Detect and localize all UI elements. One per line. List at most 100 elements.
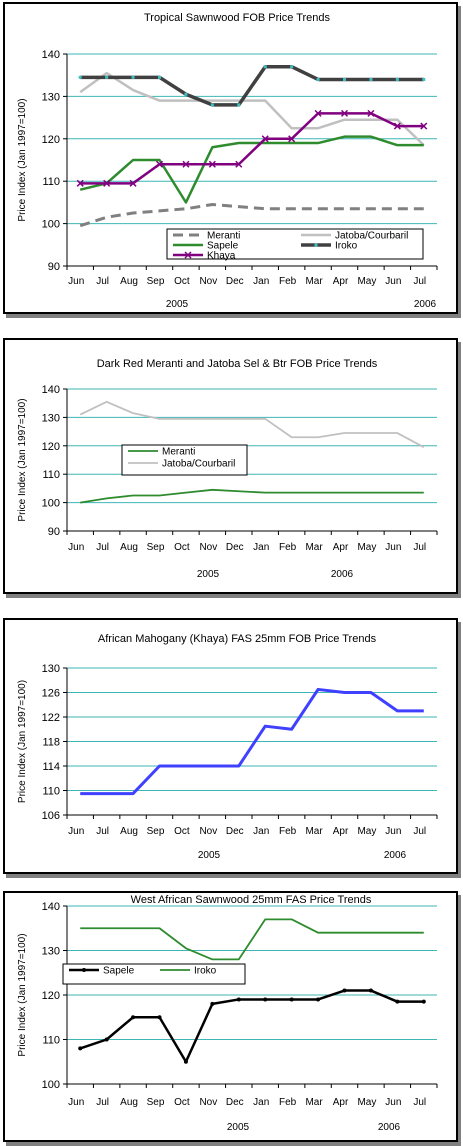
y-axis-label: Price Index (Jan 1997=100) [17,398,28,521]
data-point-mark [420,122,428,130]
legend: Meranti Jatoba/Courbaril Sapele Iroko Khaya [166,228,424,262]
data-point-iroko [78,75,82,79]
data-point-khaya [261,135,269,143]
x-tick-label-apr: Apr [333,826,349,837]
chart-panel-meranti-jatoba: Dark Red Meranti and Jatoba Sel & Btr FO… [3,338,458,594]
chart-panel-west-african: West African Sawnwood 25mm FAS Price Tre… [3,891,458,1142]
y-tick-label: 90 [48,526,60,538]
x-tick-label-jan: Jan [253,826,269,837]
x-tick-label-jun: Jun [68,1097,84,1108]
data-point-mark [103,179,111,187]
x-tick-label-sep: Sep [147,276,165,287]
data-point-iroko [290,65,294,69]
y-tick-label: 140 [42,901,60,913]
y-tick-label: 140 [42,384,60,396]
x-tick-label-oct: Oct [174,276,190,287]
data-point-khaya [288,135,296,143]
x-tick-label-oct: Oct [174,826,190,837]
x-tick-label-feb: Feb [279,276,297,287]
data-point-mark [182,160,190,168]
data-point-sapele [421,999,426,1004]
data-point-sapele [316,997,321,1002]
data-point-sapele [183,1059,188,1064]
data-point-sapele [289,997,294,1002]
chart-panel-khaya: African Mahogany (Khaya) FAS 25mm FOB Pr… [3,618,458,874]
x-tick-label-may: May [357,826,376,837]
x-tick-label-sep: Sep [147,1097,165,1108]
chart-panel-tropical: Tropical Sawnwood FOB Price Trends 90 100 1… [3,2,458,314]
x-tick-label-jul: Jul [96,542,109,553]
x-tick-label-mar: Mar [305,542,323,553]
x-tick-label-jan: Jan [253,1097,269,1108]
data-point-khaya [129,179,137,187]
series-line-khaya [80,112,424,185]
series-line-jatoba-courbaril [79,400,425,449]
x-tick-label-jun: Jun [68,542,84,553]
y-tick-label: 110 [42,786,60,798]
data-point-khaya [314,109,322,117]
data-point-iroko [184,92,188,96]
legend-label-meranti: Meranti [162,447,195,458]
x-tick-label-feb: Feb [279,1097,297,1108]
y-axis-label: Price Index (Jan 1997=100) [17,98,28,221]
x-tick-label-dec: Dec [226,1097,244,1108]
data-point-sapele [131,1015,136,1020]
legend-label-iroko: Iroko [335,241,358,252]
chart-title: Dark Red Meranti and Jatoba Sel & Btr FO… [97,358,378,370]
legend-label-iroko: Iroko [194,966,217,977]
data-point-sapele [263,997,268,1002]
y-tick-label: 120 [42,990,60,1002]
chart-title: African Mahogany (Khaya) FAS 25mm FOB Pr… [98,633,377,645]
data-point-khaya [340,109,349,117]
data-point-iroko [131,75,135,79]
data-point-mark [129,179,137,187]
data-point-mark [261,135,269,143]
legend-marker [314,243,318,247]
data-point-khaya [155,160,164,168]
data-point-iroko [158,75,161,79]
legend-marker [184,251,192,259]
x-tick-label-sep: Sep [147,826,165,837]
x-tick-label-aug: Aug [120,276,138,287]
x-tick-label-nov: Nov [199,276,217,287]
y-tick-label: 140 [42,49,60,61]
year-label: 2006 [331,569,354,580]
series-line-series [80,687,424,796]
x-tick-label-mar: Mar [305,826,323,837]
x-tick-label-jun: Jun [68,276,84,287]
data-point-mark [155,160,164,168]
x-tick-label-sep: Sep [147,542,165,553]
x-tick-label-apr: Apr [333,542,349,553]
data-point-khaya [235,160,243,168]
data-point-sapele [157,1015,162,1020]
y-tick-label: 100 [42,498,60,510]
data-point-sapele [395,999,400,1004]
tropical-sawnwood-chart: Tropical Sawnwood FOB Price Trends 90 100 1… [17,12,438,310]
data-point-iroko [263,65,267,69]
data-point-khaya [208,160,216,168]
y-tick-label: 130 [42,946,60,958]
legend-label-sapele: Sapele [207,241,239,252]
x-tick-label-dec: Dec [226,276,244,287]
y-tick-label: 90 [48,261,60,273]
x-tick-label-jul: Jul [96,1097,109,1108]
y-tick-label: 122 [42,712,60,724]
x-tick-label-mar: Mar [305,276,323,287]
data-point-sapele [368,988,373,993]
x-tick-label-may: May [357,1097,376,1108]
x-tick-label-aug: Aug [120,1097,138,1108]
y-tick-label: 100 [42,1079,60,1091]
x-tick-label-dec: Dec [226,542,244,553]
legend: Sapele Iroko [62,963,246,985]
y-tick-label: 110 [42,1035,60,1047]
x-tick-label-nov: Nov [199,826,217,837]
data-point-mark [367,109,375,117]
data-point-iroko [105,75,109,79]
x-tick-label-apr: Apr [333,1097,349,1108]
year-label: 2005 [227,1122,250,1133]
y-tick-label: 114 [42,761,60,773]
data-point-khaya [103,179,111,187]
data-point-sapele [104,1037,109,1042]
chart-title: West African Sawnwood 25mm FAS Price Tre… [131,894,372,906]
legend-label-jatoba-courbaril: Jatoba/Courbaril [335,231,408,242]
